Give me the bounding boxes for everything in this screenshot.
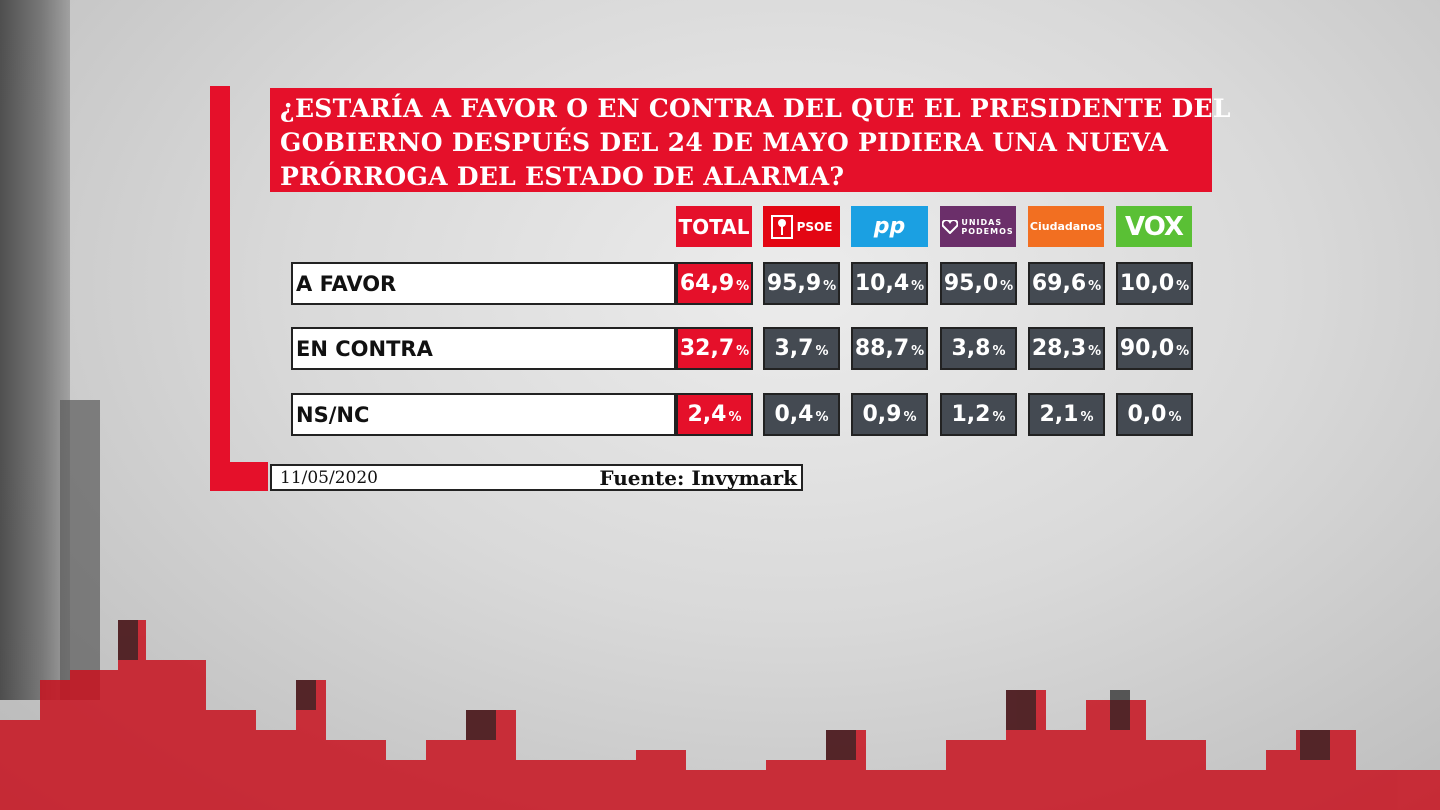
header-podemos-logo: UNIDAS PODEMOS <box>940 206 1016 247</box>
percent-sign: % <box>728 410 742 425</box>
percent-sign: % <box>992 410 1006 425</box>
value-cell-vox: 10,0% <box>1116 262 1193 305</box>
value-cell-podemos: 95,0% <box>940 262 1017 305</box>
value-cell-podemos: 1,2% <box>940 393 1017 436</box>
value-cell-total: 32,7% <box>676 327 753 370</box>
value-number: 32,7 <box>679 336 735 361</box>
value-cell-pp: 0,9% <box>851 393 928 436</box>
percent-sign: % <box>992 344 1006 359</box>
value-cell-ciudadanos: 28,3% <box>1028 327 1105 370</box>
value-number: 88,7 <box>854 336 910 361</box>
psoe-label: PSOE <box>796 219 833 234</box>
percent-sign: % <box>1088 279 1102 294</box>
value-cell-total: 2,4% <box>676 393 753 436</box>
vox-label: VOX <box>1125 211 1184 242</box>
percent-sign: % <box>1176 344 1190 359</box>
value-cell-vox: 0,0% <box>1116 393 1193 436</box>
percent-sign: % <box>1088 344 1102 359</box>
red-frame-bar <box>210 86 230 491</box>
value-number: 0,0 <box>1127 402 1167 427</box>
header-ciudadanos-logo: Ciudadanos <box>1028 206 1104 247</box>
value-cell-ciudadanos: 2,1% <box>1028 393 1105 436</box>
value-number: 2,4 <box>687 402 727 427</box>
value-number: 0,9 <box>862 402 902 427</box>
value-cell-psoe: 0,4% <box>763 393 840 436</box>
title-line-1: ¿ESTARÍA A FAVOR O EN CONTRA DEL QUE EL … <box>280 94 1231 123</box>
header-pp-logo: pp <box>851 206 928 247</box>
value-cell-psoe: 3,7% <box>763 327 840 370</box>
value-cell-vox: 90,0% <box>1116 327 1193 370</box>
value-number: 3,8 <box>951 336 991 361</box>
value-number: 0,4 <box>774 402 814 427</box>
header-psoe-logo: PSOE <box>763 206 840 247</box>
percent-sign: % <box>815 410 829 425</box>
value-cell-pp: 88,7% <box>851 327 928 370</box>
header-vox-logo: VOX <box>1116 206 1192 247</box>
value-number: 69,6 <box>1031 271 1087 296</box>
footer-bar: 11/05/2020 Fuente: Invymark <box>270 464 803 491</box>
row-label: NS/NC <box>291 393 676 436</box>
row-label: EN CONTRA <box>291 327 676 370</box>
percent-sign: % <box>1168 410 1182 425</box>
percent-sign: % <box>815 344 829 359</box>
background-tower-base <box>60 400 100 700</box>
percent-sign: % <box>1080 410 1094 425</box>
value-number: 10,0 <box>1119 271 1175 296</box>
value-number: 95,9 <box>766 271 822 296</box>
podemos-label-1: UNIDAS <box>961 217 1003 227</box>
value-number: 10,4 <box>854 271 910 296</box>
value-number: 64,9 <box>679 271 735 296</box>
percent-sign: % <box>736 344 750 359</box>
background-tower <box>0 0 70 700</box>
value-number: 90,0 <box>1119 336 1175 361</box>
pp-label: pp <box>873 214 906 239</box>
ciudadanos-label: Ciudadanos <box>1029 220 1103 233</box>
value-number: 3,7 <box>774 336 814 361</box>
percent-sign: % <box>911 344 925 359</box>
percent-sign: % <box>736 279 750 294</box>
value-cell-total: 64,9% <box>676 262 753 305</box>
value-number: 28,3 <box>1031 336 1087 361</box>
title-line-2: GOBIERNO DESPUÉS DEL 24 DE MAYO PIDIERA … <box>280 128 1169 157</box>
percent-sign: % <box>911 279 925 294</box>
footer-date: 11/05/2020 <box>280 468 378 488</box>
value-cell-pp: 10,4% <box>851 262 928 305</box>
value-cell-ciudadanos: 69,6% <box>1028 262 1105 305</box>
podemos-label-2: PODEMOS <box>961 226 1014 236</box>
title-line-3: PRÓRROGA DEL ESTADO DE ALARMA? <box>280 162 845 191</box>
rose-icon <box>770 214 793 239</box>
percent-sign: % <box>1176 279 1190 294</box>
footer-source: Fuente: Invymark <box>599 466 797 490</box>
background-skyline <box>0 620 1440 810</box>
value-number: 95,0 <box>943 271 999 296</box>
value-number: 1,2 <box>951 402 991 427</box>
red-frame-base <box>210 462 268 491</box>
header-total: TOTAL <box>676 206 752 247</box>
chart-title: ¿ESTARÍA A FAVOR O EN CONTRA DEL QUE EL … <box>270 88 1231 192</box>
value-number: 2,1 <box>1039 402 1079 427</box>
percent-sign: % <box>1000 279 1014 294</box>
value-cell-podemos: 3,8% <box>940 327 1017 370</box>
percent-sign: % <box>823 279 837 294</box>
value-cell-psoe: 95,9% <box>763 262 840 305</box>
row-label: A FAVOR <box>291 262 676 305</box>
heart-icon <box>942 219 959 234</box>
percent-sign: % <box>903 410 917 425</box>
